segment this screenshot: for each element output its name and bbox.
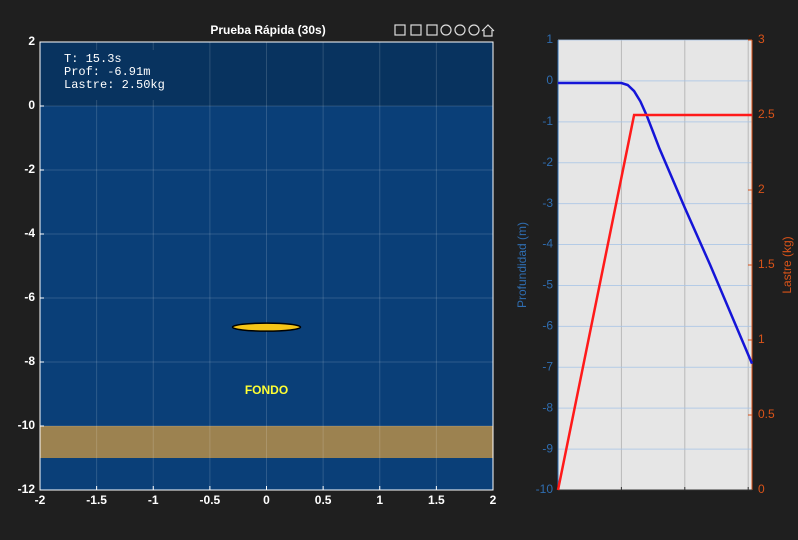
y2-tick-label: 0.5 bbox=[758, 407, 775, 421]
x-tick-label: -1.5 bbox=[86, 493, 107, 507]
x-tick-label: 1 bbox=[376, 493, 383, 507]
y2-tick-label: 0 bbox=[758, 482, 765, 496]
y-tick-label: -4 bbox=[542, 237, 553, 251]
y-tick-label: -12 bbox=[18, 482, 36, 496]
y2-tick-label: 3 bbox=[758, 32, 765, 46]
y2-axis-label: Lastre (kg) bbox=[780, 236, 794, 293]
y-tick-label: 0 bbox=[28, 98, 35, 112]
y-tick-label: -5 bbox=[542, 278, 553, 292]
y-tick-label: -2 bbox=[542, 155, 553, 169]
y-tick-label: -7 bbox=[542, 359, 553, 373]
y-tick-label: -8 bbox=[542, 400, 553, 414]
x-tick-label: 0 bbox=[263, 493, 270, 507]
status-text: Prof: -6.91m bbox=[64, 65, 150, 79]
plot-area bbox=[558, 40, 752, 490]
status-text: T: 15.3s bbox=[64, 52, 122, 66]
y-tick-label: -6 bbox=[542, 319, 553, 333]
seabed-label: FONDO bbox=[245, 383, 288, 397]
y-tick-label: -2 bbox=[24, 162, 35, 176]
x-tick-label: -2 bbox=[35, 493, 46, 507]
x-tick-label: -0.5 bbox=[200, 493, 221, 507]
x-tick-label: -1 bbox=[148, 493, 159, 507]
x-tick-label: 0.5 bbox=[315, 493, 332, 507]
y-tick-label: -10 bbox=[18, 418, 36, 432]
y-tick-label: -4 bbox=[24, 226, 35, 240]
y-tick-label: -3 bbox=[542, 196, 553, 210]
y-tick-label: 0 bbox=[546, 73, 553, 87]
chart-title: Prueba Rápida (30s) bbox=[210, 23, 325, 37]
y-tick-label: -6 bbox=[24, 290, 35, 304]
y2-tick-label: 2.5 bbox=[758, 107, 775, 121]
figure: -2-1.5-1-0.500.511.52-12-10-8-6-4-202FON… bbox=[0, 0, 798, 540]
y-tick-label: -1 bbox=[542, 114, 553, 128]
submarine bbox=[233, 323, 301, 331]
x-tick-label: 2 bbox=[490, 493, 497, 507]
x-tick-label: 1.5 bbox=[428, 493, 445, 507]
y2-tick-label: 1.5 bbox=[758, 257, 775, 271]
y-axis-label: Profundidad (m) bbox=[515, 222, 529, 308]
y2-tick-label: 2 bbox=[758, 182, 765, 196]
y-tick-label: 1 bbox=[546, 32, 553, 46]
page: -2-1.5-1-0.500.511.52-12-10-8-6-4-202FON… bbox=[0, 0, 798, 540]
y-tick-label: -10 bbox=[536, 482, 554, 496]
status-text: Lastre: 2.50kg bbox=[64, 78, 165, 92]
y2-tick-label: 1 bbox=[758, 332, 765, 346]
y-tick-label: -8 bbox=[24, 354, 35, 368]
y-tick-label: 2 bbox=[28, 34, 35, 48]
y-tick-label: -9 bbox=[542, 441, 553, 455]
